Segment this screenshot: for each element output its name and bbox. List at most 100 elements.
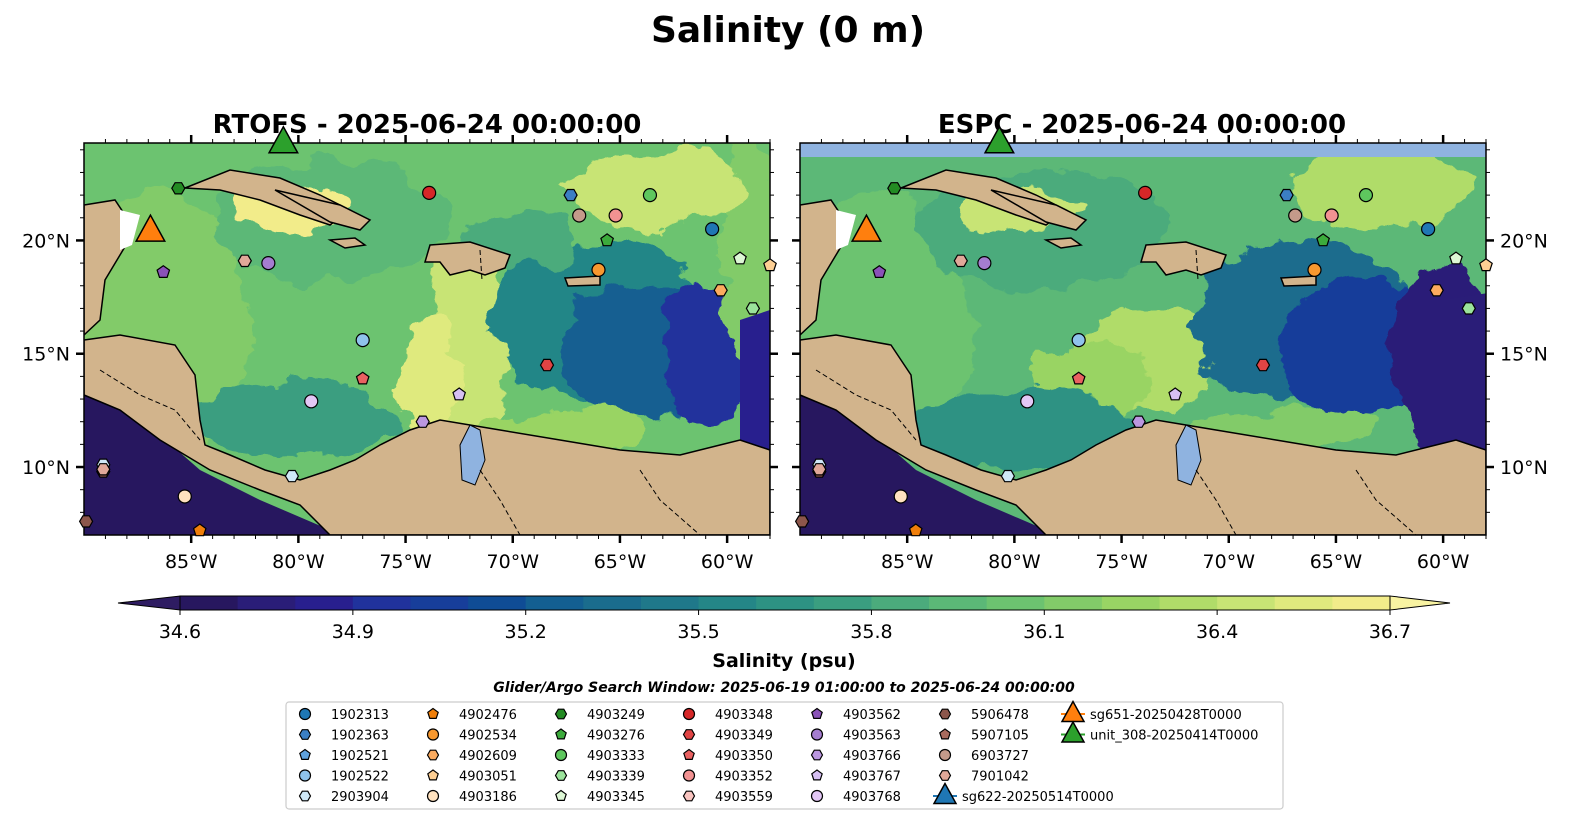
colorbar-segment bbox=[1217, 596, 1276, 610]
marker-1902313 bbox=[1421, 222, 1436, 237]
marker-4903186 bbox=[893, 489, 908, 504]
marker-7901042 bbox=[812, 463, 827, 476]
legend-marker bbox=[811, 769, 823, 781]
x-tick-label: 80°W bbox=[988, 551, 1041, 573]
marker-4903339 bbox=[745, 302, 761, 315]
legend-label: 4903249 bbox=[587, 708, 645, 723]
legend-label: 5907105 bbox=[971, 729, 1029, 744]
legend-marker bbox=[298, 769, 312, 782]
marker-unit_308-20250414T0000 bbox=[983, 125, 1015, 154]
legend-label: 4903767 bbox=[843, 770, 901, 785]
legend-marker bbox=[298, 707, 312, 721]
legend-marker bbox=[426, 728, 440, 741]
marker-4903352 bbox=[608, 208, 623, 223]
colorbar-segment bbox=[698, 596, 757, 610]
panel-title-espc: ESPC - 2025-06-24 00:00:00 bbox=[938, 110, 1346, 140]
marker-4903333 bbox=[642, 188, 658, 203]
marker-6903727 bbox=[1288, 208, 1303, 223]
x-tick-label: 70°W bbox=[1203, 551, 1256, 573]
marker-4903562 bbox=[872, 264, 887, 278]
colorbar-tick-label: 35.8 bbox=[850, 621, 892, 643]
legend-marker bbox=[938, 748, 952, 762]
legend-label: 4903563 bbox=[843, 729, 901, 744]
marker-4903345 bbox=[733, 251, 747, 265]
legend-label: 4902476 bbox=[459, 708, 517, 723]
colorbar-segment bbox=[986, 596, 1045, 610]
legend-marker bbox=[298, 729, 312, 740]
marker-1902522 bbox=[1071, 333, 1086, 348]
colorbar-label: Salinity (psu) bbox=[712, 650, 855, 672]
legend-box bbox=[285, 701, 1284, 810]
legend-marker bbox=[298, 790, 312, 802]
marker-7901042 bbox=[237, 254, 252, 268]
panel-espc: ESPC - 2025-06-24 00:00:00 bbox=[792, 110, 1548, 573]
marker-4903563 bbox=[977, 255, 992, 271]
axes-rtofs: 85°W 80°W 75°W 70°W 65°W 60°W 10°N 15°N 20°N bbox=[22, 135, 778, 573]
legend-marker bbox=[427, 707, 439, 720]
legend-label: 7901042 bbox=[971, 770, 1029, 785]
marker-5906478 bbox=[794, 515, 810, 528]
colorbar-extend-max bbox=[1389, 595, 1451, 611]
marker-2903904 bbox=[284, 469, 300, 483]
marker-4903186 bbox=[177, 489, 192, 504]
legend-label: 2903904 bbox=[331, 790, 389, 805]
x-tick-label: 65°W bbox=[594, 551, 647, 573]
marker-4903051 bbox=[1479, 258, 1493, 272]
y-tick-label: 20°N bbox=[22, 230, 70, 252]
colorbar-segment bbox=[1044, 596, 1103, 610]
marker-4903348 bbox=[422, 185, 437, 200]
figure-title: Salinity (0 m) bbox=[651, 10, 925, 51]
colorbar-segment bbox=[583, 596, 642, 610]
legend-label: 4903768 bbox=[843, 790, 901, 805]
legend-marker bbox=[938, 770, 952, 781]
y-tick-label: 15°N bbox=[22, 344, 70, 366]
legend-label: 4903186 bbox=[459, 790, 517, 805]
colorbar-segment bbox=[525, 596, 584, 610]
legend-label: 4903350 bbox=[715, 749, 773, 764]
marker-1902313 bbox=[705, 222, 720, 237]
marker-4903249 bbox=[887, 182, 902, 195]
colorbar-segment bbox=[468, 596, 527, 610]
marker-4902476 bbox=[192, 523, 207, 537]
legend-marker bbox=[810, 789, 824, 803]
axes-espc: 85°W 80°W 75°W 70°W 65°W 60°W 10°N 15°N 20°N bbox=[792, 135, 1548, 573]
colorbar-segment bbox=[237, 596, 296, 610]
panel-title-rtofs: RTOFS - 2025-06-24 00:00:00 bbox=[213, 110, 642, 140]
marker-1902363 bbox=[1279, 188, 1294, 202]
marker-5906478 bbox=[78, 515, 94, 528]
legend-label: 4903348 bbox=[715, 708, 773, 723]
marker-1902363 bbox=[563, 188, 578, 202]
legend-label: 4902609 bbox=[459, 749, 517, 764]
colorbar-tick-label: 36.1 bbox=[1023, 621, 1065, 643]
marker-4903563 bbox=[261, 255, 276, 271]
legend: 1902313 1902363 1902521 1902522 2903904 49024… bbox=[298, 699, 1258, 805]
legend-label: 5906478 bbox=[971, 708, 1029, 723]
legend-label: 4902534 bbox=[459, 729, 517, 744]
markers-espc bbox=[794, 125, 1493, 537]
marker-7901042 bbox=[953, 254, 968, 268]
legend-label: sg622-20250514T0000 bbox=[962, 790, 1114, 805]
marker-4903352 bbox=[1324, 208, 1339, 223]
x-tick-label: 85°W bbox=[165, 551, 218, 573]
marker-4903768 bbox=[1020, 394, 1035, 409]
marker-4903766 bbox=[415, 415, 430, 428]
colorbar-segment bbox=[295, 596, 354, 610]
legend-marker bbox=[811, 707, 823, 720]
colorbar-segment bbox=[180, 596, 239, 610]
y-tick-label: 15°N bbox=[1500, 344, 1548, 366]
colorbar-tick-label: 35.2 bbox=[505, 621, 547, 643]
marker-4903333 bbox=[1358, 188, 1374, 203]
legend-marker bbox=[426, 789, 440, 803]
colorbar-segment bbox=[813, 596, 873, 610]
marker-7901042 bbox=[96, 463, 111, 476]
legend-marker bbox=[299, 748, 311, 761]
legend-marker bbox=[554, 708, 568, 720]
x-tick-label: 60°W bbox=[1417, 551, 1470, 573]
marker-4902534 bbox=[1307, 262, 1322, 277]
legend-marker bbox=[938, 708, 952, 720]
legend-label: 1902522 bbox=[331, 770, 389, 785]
panel-rtofs: RTOFS - 2025-06-24 00:00:00 bbox=[22, 110, 778, 573]
marker-4903348 bbox=[1138, 185, 1153, 200]
colorbar-tick-label: 36.4 bbox=[1196, 621, 1238, 643]
